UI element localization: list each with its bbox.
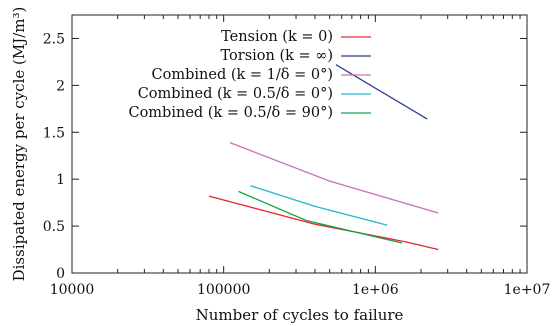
series-lines (208, 64, 439, 251)
series-line-3 (229, 141, 439, 214)
x-tick-label: 100000 (197, 282, 250, 298)
series-line-5 (238, 190, 403, 244)
series-line-4 (250, 185, 388, 226)
y-tick-label: 1 (56, 172, 65, 188)
x-tick-label: 10000 (50, 282, 95, 298)
y-tick-label: 1.5 (43, 125, 65, 141)
x-tick-label: 1e+06 (352, 282, 399, 298)
y-tick-label: 0 (56, 266, 65, 282)
legend-label-5: Combined (k = 0.5/δ = 90°) (128, 105, 333, 121)
legend-label-1: Tension (k = 0) (221, 29, 333, 45)
legend-label-4: Combined (k = 0.5/δ = 0°) (138, 86, 333, 102)
x-tick-label: 1e+07 (504, 282, 551, 298)
y-tick-label: 2 (56, 78, 65, 94)
x-axis-label: Number of cycles to failure (196, 306, 404, 324)
tick-marks (71, 15, 528, 274)
tick-labels: 10000 100000 1e+06 1e+07 0 0.5 1 1.5 2 2.5 (43, 31, 551, 298)
series-line-1 (208, 195, 439, 251)
y-tick-label: 0.5 (43, 219, 65, 235)
series-line-2 (335, 64, 428, 120)
legend-label-2: Torsion (k = ∞) (220, 48, 333, 64)
plot-frame (71, 14, 528, 274)
y-axis-label: Dissipated energy per cycle (MJ/m³) (10, 7, 28, 282)
y-tick-label: 2.5 (43, 31, 65, 47)
legend-label-3: Combined (k = 1/δ = 0°) (152, 67, 333, 83)
legend: Tension (k = 0) Torsion (k = ∞) Combined (… (128, 29, 371, 121)
